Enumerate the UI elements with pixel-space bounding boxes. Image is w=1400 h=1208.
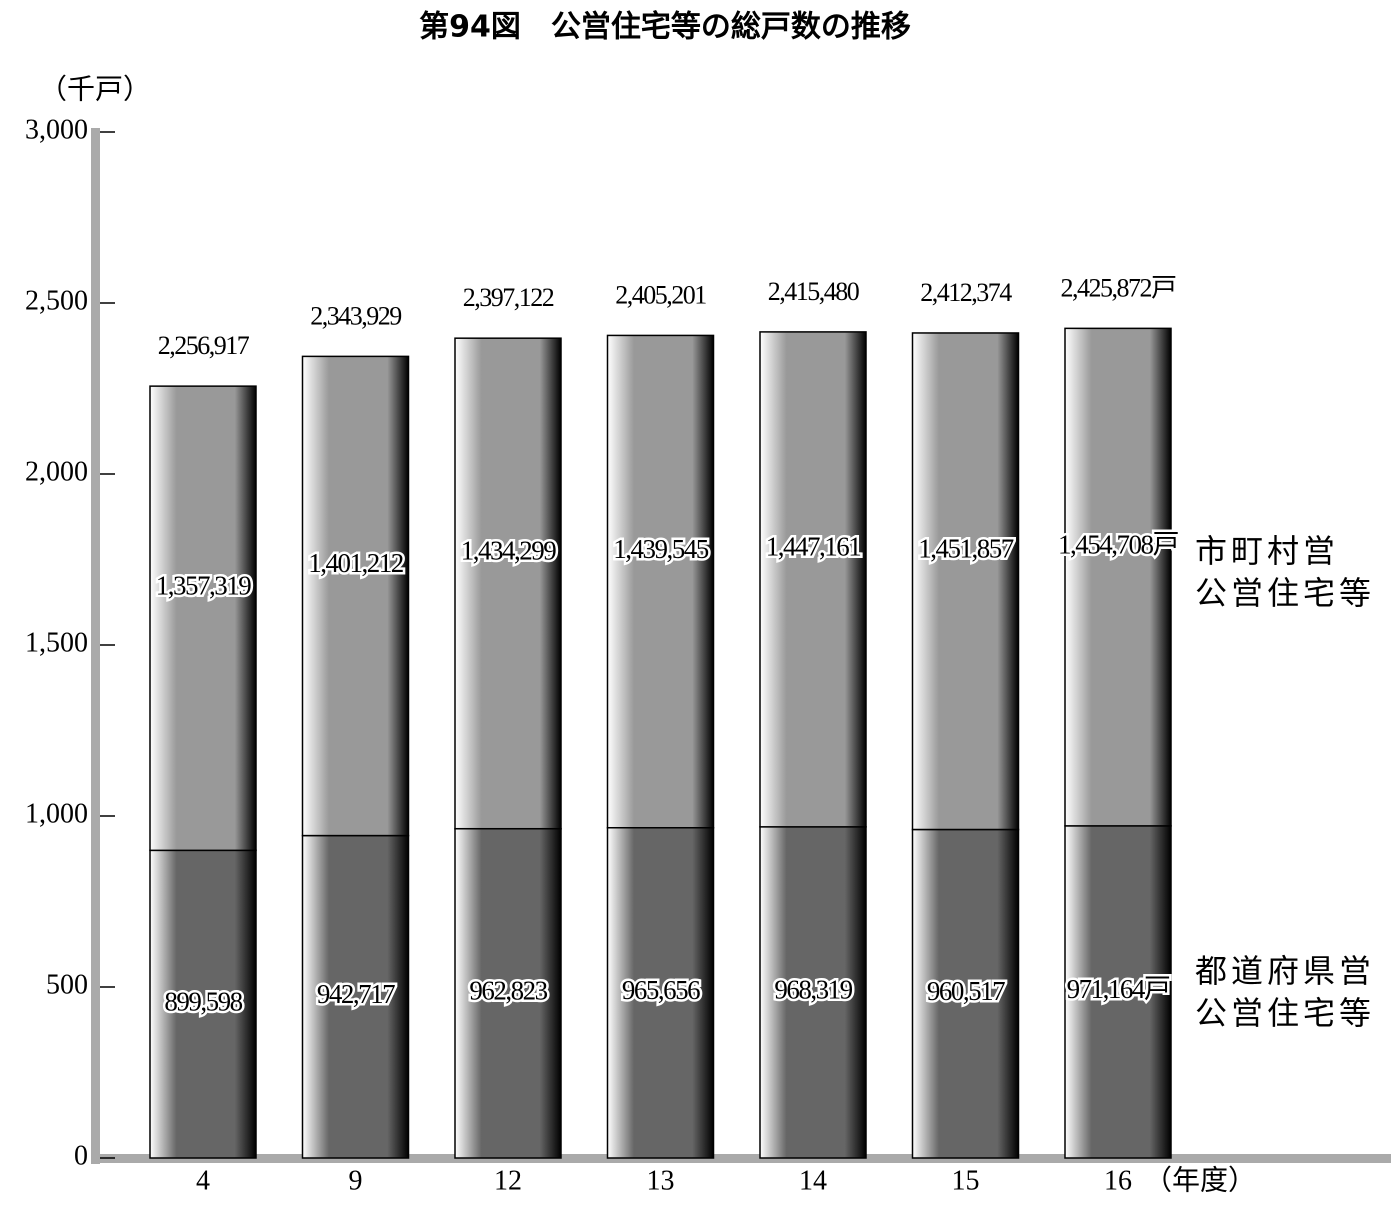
y-tick-label: 0 <box>74 1140 88 1171</box>
x-tick-label: 14 <box>799 1165 827 1196</box>
x-tick-label: 13 <box>647 1165 675 1196</box>
value-label: 962,823 <box>469 976 547 1006</box>
bar-segment <box>301 834 410 1159</box>
x-tick-label: 12 <box>494 1165 522 1196</box>
value-label: 1,401,212 <box>308 548 404 578</box>
x-axis <box>91 1154 1391 1163</box>
y-tick-label: 500 <box>46 969 88 1000</box>
bar-segment <box>759 826 867 1159</box>
value-label: 1,447,161 <box>766 532 861 562</box>
x-tick-label: 4 <box>196 1165 210 1196</box>
bar-segment <box>149 849 257 1159</box>
y-unit: （千戸） <box>39 73 151 105</box>
total-label: 2,397,122 <box>463 283 554 312</box>
x-tick-label: 9 <box>349 1165 363 1196</box>
value-label: 960,517 <box>927 976 1005 1006</box>
legend-entry: 都道府県営 公営住宅等 <box>1195 952 1376 1032</box>
value-label: 1,357,319 <box>156 570 252 600</box>
value-label: 965,656 <box>622 975 700 1005</box>
value-label: 968,319 <box>774 975 852 1005</box>
total-label: 2,425,872戸 <box>1060 273 1176 302</box>
bar-segment <box>911 332 1020 831</box>
bar-segment <box>301 355 410 837</box>
total-label: 2,415,480 <box>768 277 860 306</box>
value-label: 899,598 <box>164 986 242 1016</box>
bar-segment <box>606 334 715 829</box>
value-label: 1,454,708戸 <box>1058 529 1179 559</box>
y-tick-label: 2,500 <box>25 285 88 316</box>
total-label: 2,412,374 <box>920 278 1012 307</box>
bar-segment <box>1064 825 1172 1159</box>
bar-segment <box>759 331 867 828</box>
bar-segment <box>911 828 1020 1159</box>
total-label: 2,405,201 <box>615 280 706 309</box>
bar-segment <box>454 337 562 830</box>
legend-entry: 市町村営 公営住宅等 <box>1195 532 1376 612</box>
bar-segment <box>149 385 257 852</box>
value-label: 1,439,545 <box>613 534 709 564</box>
chart-title: 第94図 公営住宅等の総戸数の推移 <box>419 10 911 45</box>
bar-segment <box>454 827 562 1159</box>
bar-segment <box>1064 327 1172 827</box>
total-label: 2,343,929 <box>310 301 401 330</box>
y-tick-label: 2,000 <box>25 456 88 487</box>
y-tick-label: 1,500 <box>25 627 88 658</box>
value-label: 942,717 <box>317 979 395 1009</box>
y-tick-label: 3,000 <box>25 114 88 145</box>
value-label: 1,434,299 <box>461 536 557 566</box>
x-tick-label: 15 <box>952 1165 980 1196</box>
value-label: 971,164戸 <box>1067 974 1170 1004</box>
bar-segment <box>606 826 715 1159</box>
y-axis <box>91 128 100 1164</box>
x-unit: （年度） <box>1144 1164 1256 1196</box>
value-label: 1,451,857 <box>918 533 1014 563</box>
y-tick-label: 1,000 <box>25 798 88 829</box>
x-tick-label: 16 <box>1104 1165 1132 1196</box>
total-label: 2,256,917 <box>158 331 250 360</box>
